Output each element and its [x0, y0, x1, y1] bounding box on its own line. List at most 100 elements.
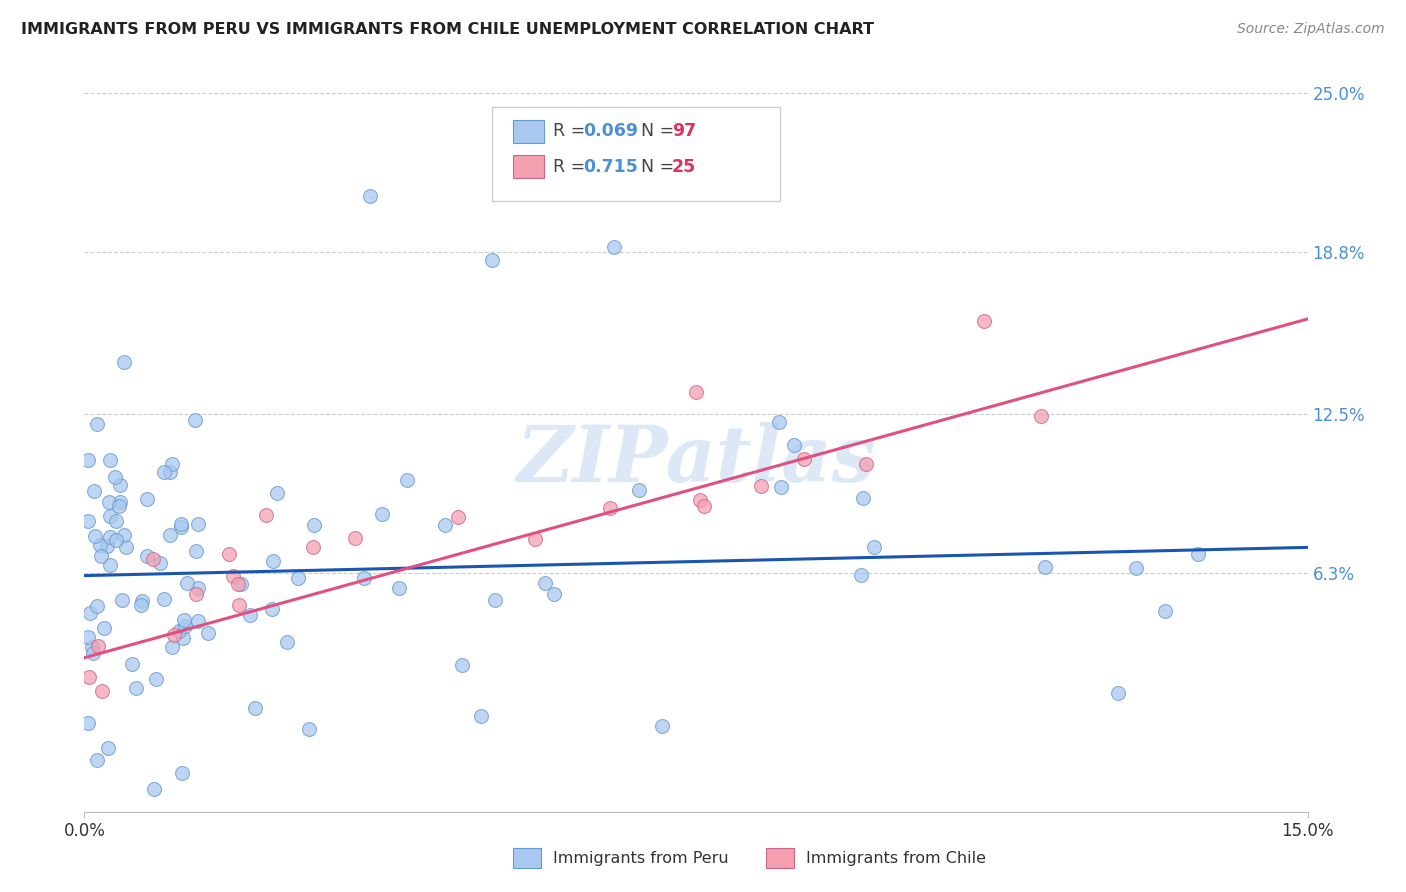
- Point: [254, 508, 277, 522]
- Point: [108, 495, 131, 509]
- Point: [142, 781, 165, 796]
- Point: [628, 483, 651, 498]
- Point: [104, 470, 127, 484]
- Point: [1033, 559, 1056, 574]
- Point: [388, 581, 411, 595]
- Point: [97, 495, 120, 509]
- Point: [77, 514, 100, 528]
- Point: [77, 630, 100, 644]
- Point: [276, 634, 298, 648]
- Point: [197, 626, 219, 640]
- Point: [481, 252, 503, 267]
- Point: [187, 516, 209, 531]
- Point: [153, 591, 176, 606]
- Point: [1107, 686, 1129, 700]
- Point: [651, 719, 673, 733]
- Point: [186, 587, 208, 601]
- Point: [82, 646, 104, 660]
- Point: [176, 576, 198, 591]
- Point: [100, 509, 122, 524]
- Point: [863, 540, 886, 554]
- Point: [524, 532, 547, 546]
- Point: [470, 708, 492, 723]
- Point: [1187, 547, 1209, 561]
- Point: [1154, 604, 1177, 618]
- Point: [98, 558, 121, 572]
- Point: [184, 413, 207, 427]
- Point: [627, 125, 650, 139]
- Point: [187, 614, 209, 628]
- Point: [371, 508, 394, 522]
- Point: [149, 556, 172, 570]
- Point: [229, 576, 252, 591]
- Text: 0.069: 0.069: [583, 122, 638, 140]
- Point: [693, 500, 716, 514]
- Point: [172, 632, 194, 646]
- Text: N =: N =: [641, 158, 681, 176]
- Point: [749, 479, 772, 493]
- Point: [852, 491, 875, 505]
- Point: [359, 188, 381, 202]
- Point: [297, 723, 319, 737]
- Point: [534, 575, 557, 590]
- Text: IMMIGRANTS FROM PERU VS IMMIGRANTS FROM CHILE UNEMPLOYMENT CORRELATION CHART: IMMIGRANTS FROM PERU VS IMMIGRANTS FROM …: [21, 22, 875, 37]
- Point: [187, 582, 209, 596]
- Point: [160, 640, 183, 654]
- Point: [769, 480, 792, 494]
- Point: [783, 438, 806, 452]
- Point: [83, 483, 105, 498]
- Text: Immigrants from Peru: Immigrants from Peru: [553, 851, 728, 865]
- Point: [86, 417, 108, 431]
- Point: [222, 569, 245, 583]
- Point: [135, 492, 157, 507]
- Text: R =: R =: [553, 158, 591, 176]
- Point: [87, 639, 110, 653]
- Point: [226, 577, 249, 591]
- Text: 25: 25: [672, 158, 696, 176]
- Point: [98, 453, 121, 467]
- Point: [105, 533, 128, 547]
- Point: [302, 540, 325, 554]
- Point: [484, 593, 506, 607]
- Point: [599, 500, 621, 515]
- Point: [260, 601, 283, 615]
- Point: [434, 517, 457, 532]
- Point: [243, 700, 266, 714]
- Point: [86, 599, 108, 613]
- Text: R =: R =: [553, 122, 591, 140]
- Point: [152, 465, 174, 479]
- Text: ZIPatlas: ZIPatlas: [516, 423, 876, 499]
- Point: [685, 384, 707, 399]
- Point: [344, 531, 367, 545]
- Point: [228, 598, 250, 612]
- Point: [112, 527, 135, 541]
- Point: [793, 452, 815, 467]
- Point: [167, 624, 190, 638]
- Point: [145, 673, 167, 687]
- Point: [77, 715, 100, 730]
- Point: [129, 599, 152, 613]
- Point: [218, 547, 240, 561]
- Point: [96, 539, 118, 553]
- Point: [77, 670, 100, 684]
- Point: [262, 554, 284, 568]
- Point: [159, 528, 181, 542]
- Point: [603, 240, 626, 254]
- Point: [131, 594, 153, 608]
- Point: [104, 514, 127, 528]
- Point: [170, 516, 193, 531]
- Point: [100, 530, 122, 544]
- Point: [160, 457, 183, 471]
- Point: [159, 466, 181, 480]
- Point: [170, 766, 193, 780]
- Point: [136, 549, 159, 563]
- Point: [108, 478, 131, 492]
- Point: [855, 458, 877, 472]
- Point: [93, 622, 115, 636]
- Point: [115, 541, 138, 555]
- Point: [111, 593, 134, 607]
- Point: [121, 657, 143, 672]
- Point: [302, 518, 325, 533]
- Point: [450, 657, 472, 672]
- Point: [849, 567, 872, 582]
